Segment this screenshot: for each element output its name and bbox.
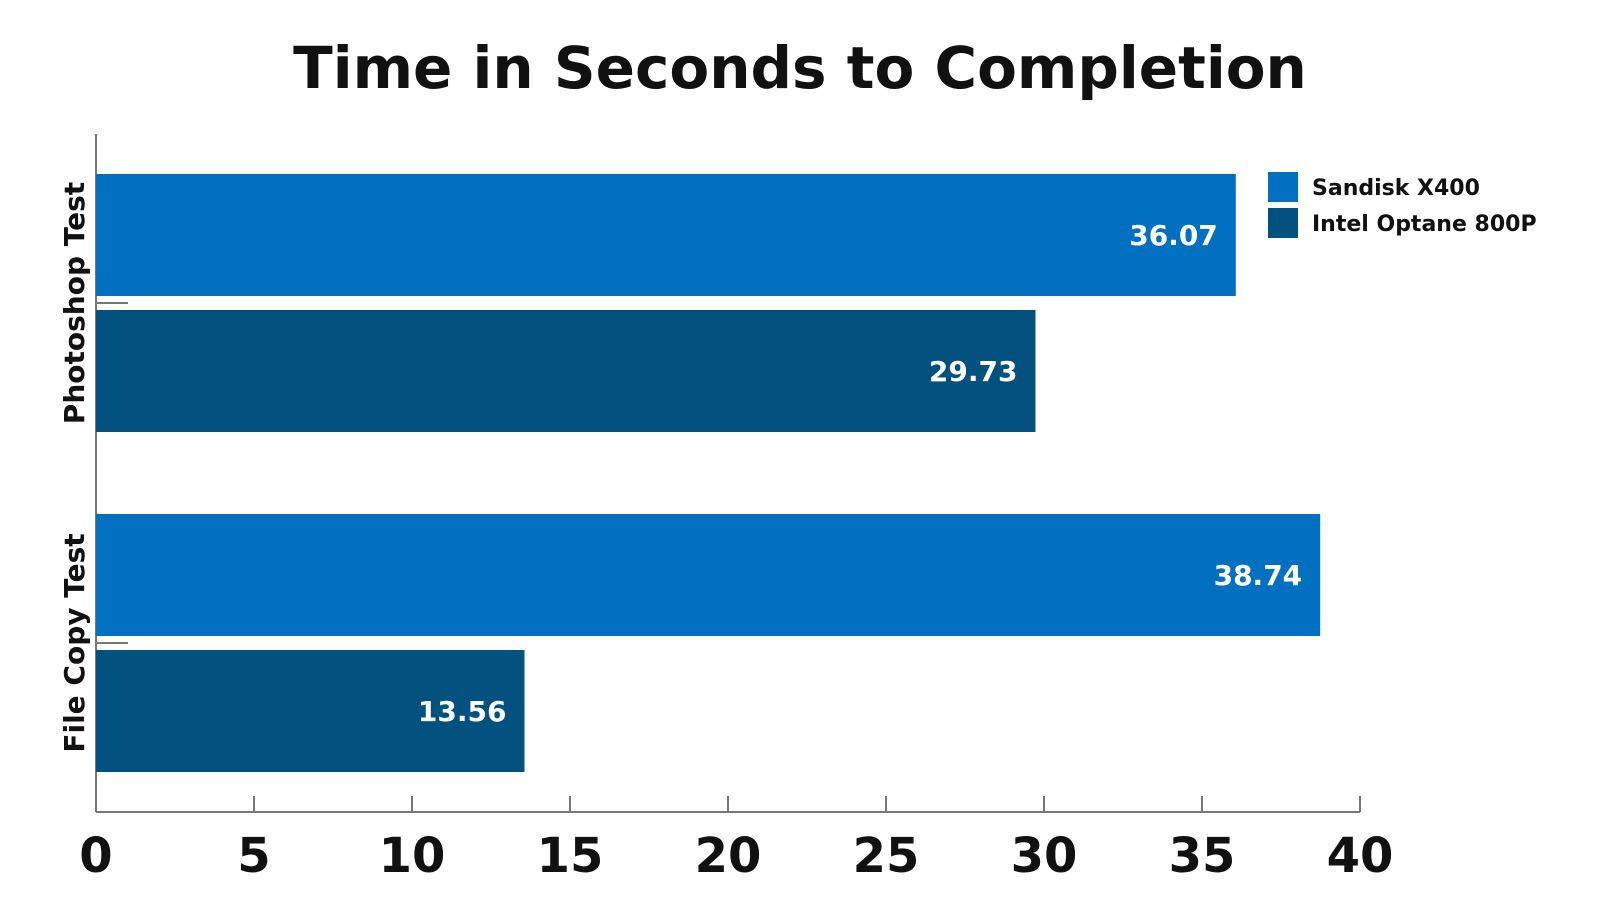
x-tick-label: 0: [79, 828, 112, 884]
legend-swatch: [1268, 208, 1298, 238]
x-tick-label: 5: [237, 828, 270, 884]
chart-title: Time in Seconds to Completion: [293, 34, 1307, 102]
plot-area: 0 5 10 15 20 25 30 35 40 36.07 29.73 Photoshop Test…: [58, 134, 1393, 884]
x-tick-label: 10: [379, 828, 446, 884]
bar-value-label: 13.56: [418, 695, 507, 728]
legend-swatch: [1268, 172, 1298, 202]
category-label: Photoshop Test: [58, 182, 91, 424]
x-tick-label: 30: [1011, 828, 1078, 884]
legend: Sandisk X400 Intel Optane 800P: [1268, 172, 1537, 238]
bar: [96, 650, 525, 772]
x-tick-label: 25: [853, 828, 920, 884]
x-tick-label: 40: [1327, 828, 1394, 884]
bar: [96, 174, 1236, 296]
bar: [96, 514, 1321, 636]
legend-label: Intel Optane 800P: [1312, 212, 1537, 237]
x-tick-label: 35: [1169, 828, 1236, 884]
legend-label: Sandisk X400: [1312, 176, 1480, 201]
x-tick-label: 15: [537, 828, 604, 884]
bar-value-label: 38.74: [1214, 559, 1303, 592]
bar-value-label: 36.07: [1129, 219, 1218, 252]
category-label: File Copy Test: [58, 533, 91, 752]
bar: [96, 310, 1036, 432]
x-tick-label: 20: [695, 828, 762, 884]
bar-value-label: 29.73: [929, 355, 1018, 388]
